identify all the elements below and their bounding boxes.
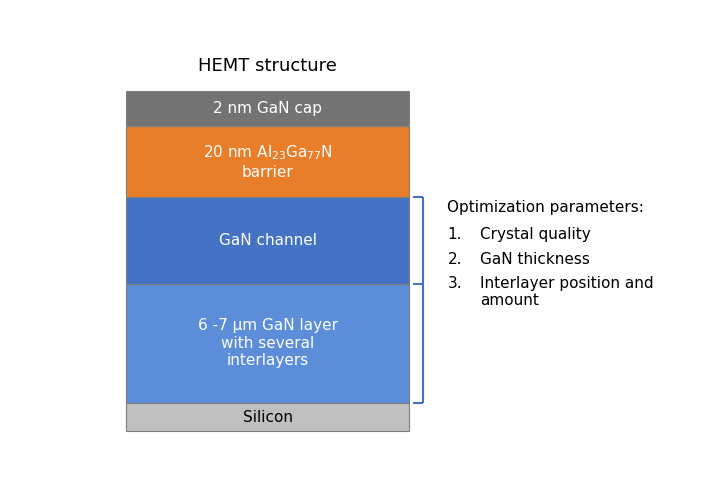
Text: GaN thickness: GaN thickness [480, 252, 590, 267]
Bar [126, 197, 409, 284]
Bar [126, 284, 409, 402]
Text: 3.: 3. [448, 276, 462, 291]
Text: 20 nm Al$_{23}$Ga$_{77}$N
barrier: 20 nm Al$_{23}$Ga$_{77}$N barrier [203, 144, 333, 180]
Text: Optimization parameters:: Optimization parameters: [448, 200, 645, 215]
Text: 6 -7 μm GaN layer
with several
interlayers: 6 -7 μm GaN layer with several interlaye… [198, 318, 337, 368]
Text: HEMT structure: HEMT structure [198, 57, 337, 75]
Bar [126, 91, 409, 126]
Text: GaN channel: GaN channel [219, 233, 316, 248]
Text: Silicon: Silicon [243, 409, 292, 425]
Text: Crystal quality: Crystal quality [480, 227, 591, 242]
Text: 2 nm GaN cap: 2 nm GaN cap [213, 101, 322, 116]
Text: 1.: 1. [448, 227, 462, 242]
Bar [126, 126, 409, 197]
Bar [126, 402, 409, 431]
Text: Interlayer position and
amount: Interlayer position and amount [480, 276, 654, 308]
Text: 2.: 2. [448, 252, 462, 267]
